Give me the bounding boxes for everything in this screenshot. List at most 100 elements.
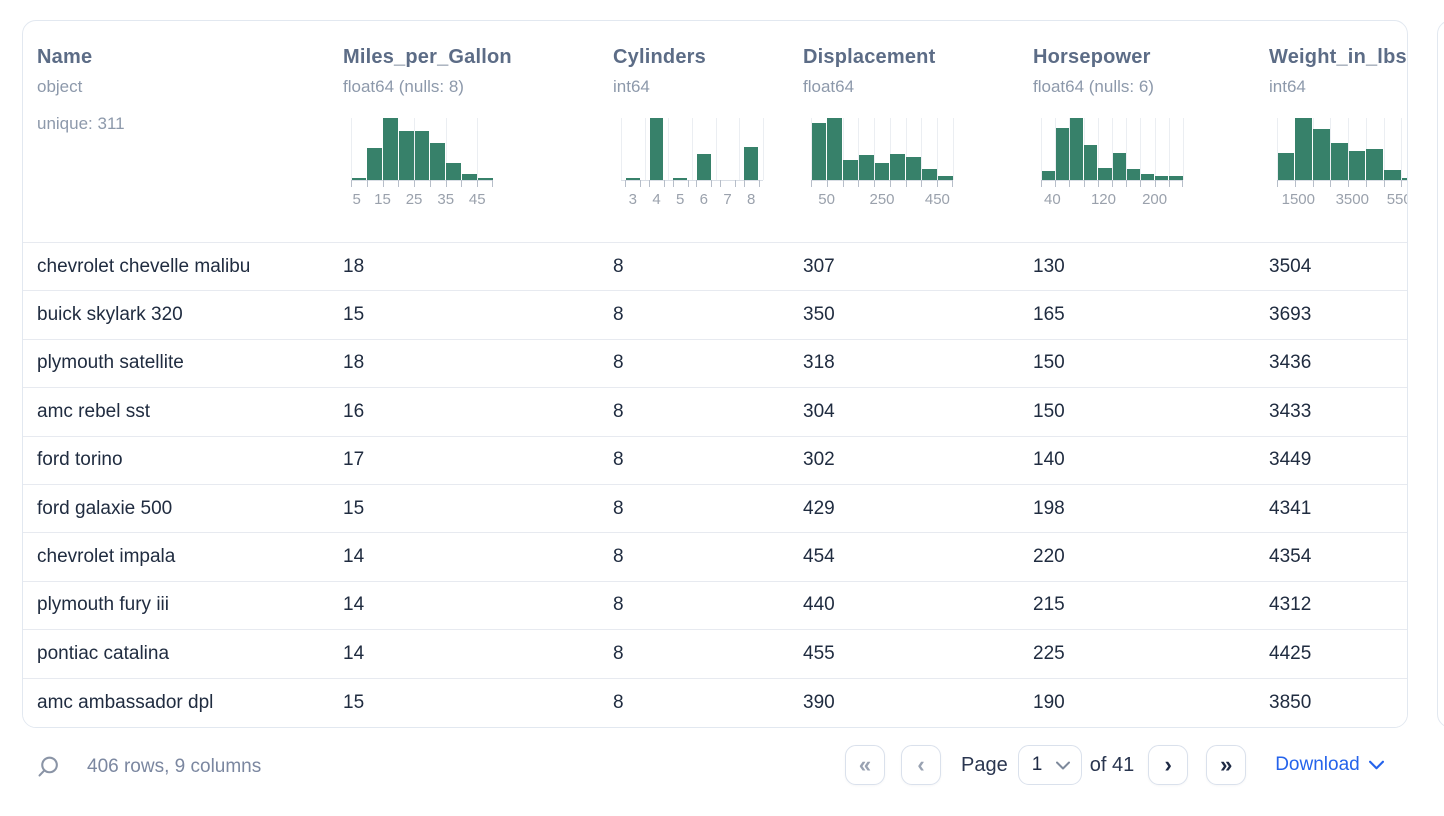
download-button[interactable]: Download: [1275, 754, 1384, 776]
histogram-tick: [461, 180, 463, 187]
table-cell: 454: [803, 546, 835, 568]
table-row[interactable]: amc ambassador dpl 15 8 390 190 3850: [23, 678, 1407, 727]
histogram-tick: [640, 180, 642, 187]
histogram-tick: [664, 180, 666, 187]
histogram-bar: [1155, 175, 1169, 180]
histogram-bar: [351, 178, 367, 180]
table-row[interactable]: plymouth satellite 18 8 318 150 3436: [23, 339, 1407, 389]
table-row[interactable]: buick skylark 320 15 8 350 165 3693: [23, 291, 1407, 340]
table-cell: 15: [343, 304, 365, 326]
table-cell: 15: [343, 691, 365, 713]
table-row[interactable]: chevrolet chevelle malibu 18 8 307 130 3504: [23, 243, 1407, 292]
histogram-bar: [1348, 151, 1366, 180]
histogram-tick-label: 6: [699, 191, 708, 208]
table-row[interactable]: amc rebel sst 16 8 304 150 3433: [23, 388, 1407, 437]
histogram-bar: [1169, 176, 1183, 180]
page-select-value: 1: [1031, 754, 1043, 775]
histogram-tick: [1083, 180, 1085, 187]
histogram-tick-label: 7: [723, 191, 732, 208]
histogram-bar: [477, 178, 493, 180]
table: Name object unique: 311 Miles_per_Gallon flo…: [23, 21, 1407, 727]
column-title: Miles_per_Gallon: [343, 46, 512, 68]
page-select[interactable]: 1: [1017, 745, 1082, 785]
previous-page-button[interactable]: ‹: [901, 745, 941, 785]
histogram-tick: [1401, 180, 1403, 187]
column-header-horsepower[interactable]: Horsepower float64 (nulls: 6) 40 120 200: [1021, 21, 1257, 242]
histogram-gridline: [905, 118, 907, 180]
histogram-tick-label: 250: [869, 191, 895, 208]
table-header: Name object unique: 311 Miles_per_Gallon flo…: [23, 21, 1407, 243]
histogram-tick: [1277, 180, 1278, 187]
histogram-tick: [921, 180, 923, 187]
histogram-gridline: [1348, 118, 1349, 180]
table-row[interactable]: pontiac catalina 14 8 455 225 4425: [23, 630, 1407, 679]
histogram-tick: [648, 180, 650, 187]
histogram-bar: [1366, 149, 1383, 180]
histogram-gridline: [1140, 118, 1142, 180]
column-unique-count: unique: 311: [37, 114, 125, 133]
histogram-plot: [1041, 118, 1184, 180]
histogram-bar: [1277, 152, 1295, 180]
histogram-bar: [1069, 118, 1084, 180]
histogram-tick-label: 3500: [1335, 191, 1369, 208]
histogram-axis: [1277, 180, 1407, 189]
histogram-plot: [1277, 118, 1407, 180]
histogram-tick-label: 450: [924, 191, 950, 208]
histogram-tick-label: 4: [652, 191, 661, 208]
column-header-cylinders[interactable]: Cylinders int64 3 4 5 6 7 8: [601, 21, 791, 242]
histogram-tick-label: 50: [818, 191, 835, 208]
histogram-tick: [711, 180, 713, 187]
first-page-button[interactable]: «: [845, 745, 885, 785]
histogram-gridline: [1126, 118, 1128, 180]
table-cell: 3850: [1269, 691, 1312, 713]
column-header-miles_per_gallon[interactable]: Miles_per_Gallon float64 (nulls: 8) 5 15 25 3…: [331, 21, 601, 242]
table-cell: 220: [1033, 546, 1065, 568]
table-row[interactable]: ford torino 17 8 302 140 3449: [23, 436, 1407, 485]
table-cell: 140: [1033, 449, 1065, 471]
histogram-tick-label: 25: [405, 191, 423, 208]
column-header-weight_in_lbs[interactable]: Weight_in_lbs int64 1500 3500 5500: [1257, 21, 1407, 242]
column-dtype: object: [37, 77, 83, 96]
histogram-bar: [1313, 129, 1330, 180]
search-icon[interactable]: [36, 754, 61, 779]
table-row[interactable]: chevrolet impala 14 8 454 220 4354: [23, 533, 1407, 582]
table-row[interactable]: plymouth fury iii 14 8 440 215 4312: [23, 581, 1407, 631]
table-cell: plymouth satellite: [37, 352, 184, 374]
histogram-gridline: [842, 118, 844, 180]
column-title: Name: [37, 46, 93, 68]
histogram-gridline: [1277, 118, 1278, 180]
column-header-displacement[interactable]: Displacement float64 50 250 450: [791, 21, 1021, 242]
table-cell: 14: [343, 546, 365, 568]
table-cell: 390: [803, 691, 835, 713]
histogram-bar: [1112, 153, 1126, 180]
table-cell: 8: [613, 255, 624, 277]
table-cell: 150: [1033, 400, 1065, 422]
histogram-gridline: [715, 118, 717, 180]
histogram-gridline: [874, 118, 876, 180]
first-page-icon: «: [858, 752, 872, 777]
histogram-tick: [445, 180, 447, 187]
last-page-button[interactable]: »: [1206, 745, 1247, 785]
table-cell: ford torino: [37, 449, 123, 471]
histogram-gridline: [668, 118, 670, 180]
table-cell: 18: [343, 255, 365, 277]
histogram-tick-label: 5: [676, 191, 685, 208]
table-cell: 15: [343, 497, 365, 519]
table-cell: 130: [1033, 255, 1065, 277]
table-row[interactable]: ford galaxie 500 15 8 429 198 4341: [23, 484, 1407, 534]
histogram-axis: [621, 180, 763, 189]
histogram-tick: [414, 180, 416, 187]
table-cell: chevrolet impala: [37, 546, 176, 568]
histogram-bar: [1041, 171, 1055, 180]
column-header-name[interactable]: Name object unique: 311: [23, 21, 331, 242]
histogram-tick: [826, 180, 828, 187]
previous-page-icon: ‹: [917, 752, 925, 777]
next-page-button[interactable]: ›: [1148, 745, 1189, 785]
summary-group: 406 rows, 9 columns: [36, 754, 261, 779]
histogram-tick: [1112, 180, 1113, 187]
table-cell: 350: [803, 304, 835, 326]
histogram-bar: [1055, 127, 1069, 180]
histogram-axis: [1041, 180, 1183, 189]
table-cell: 215: [1033, 594, 1065, 616]
histogram-tick: [952, 180, 953, 187]
